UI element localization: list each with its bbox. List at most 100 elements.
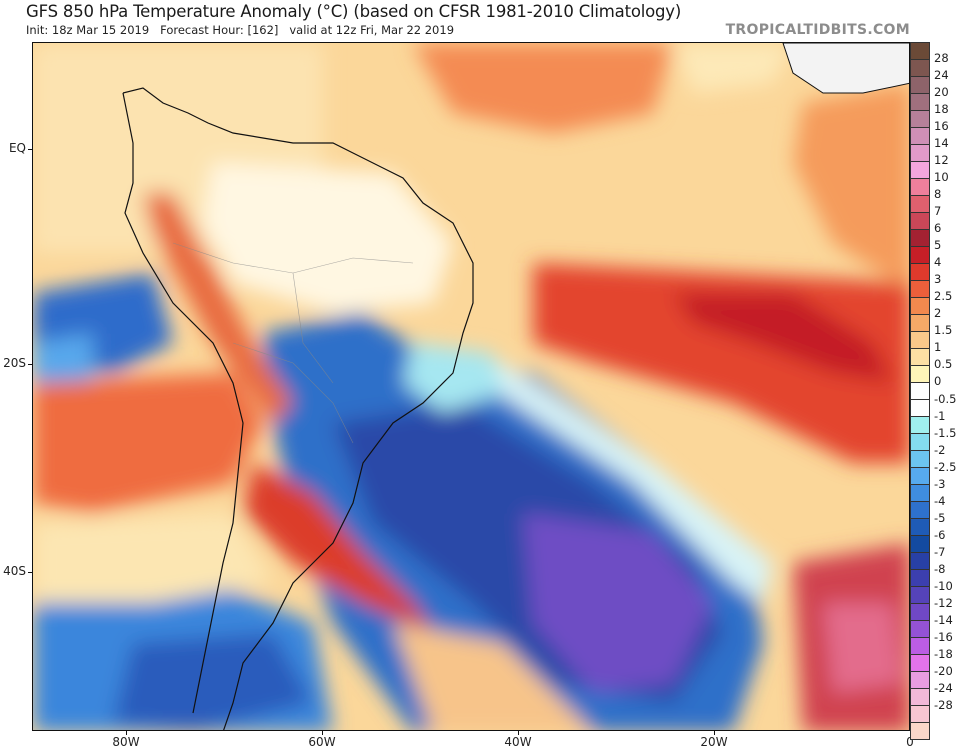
colorbar-label: -28 [934,697,953,712]
colorbar-label: -2 [934,442,946,457]
colorbar-label: 7 [934,204,942,219]
colorbar-segment [911,349,929,366]
colorbar-segment [911,502,929,519]
colorbar-label: -1 [934,408,946,423]
colorbar-label: 12 [934,153,949,168]
colorbar-label: -3 [934,476,946,491]
colorbar-segment [911,451,929,468]
colorbar-label: 28 [934,51,949,66]
lon-label-60w: 60W [308,735,336,749]
colorbar-label: 1.5 [934,323,953,338]
colorbar-label: -24 [934,680,953,695]
colorbar-segment [911,281,929,298]
colorbar-segment [911,706,929,723]
colorbar-segment [911,400,929,417]
colorbar-segment [911,179,929,196]
colorbar-segment [911,672,929,689]
colorbar-label: 24 [934,68,949,83]
colorbar-segment [911,162,929,179]
colorbar-segment [911,536,929,553]
colorbar-label: -10 [934,578,953,593]
lon-label-80w: 80W [112,735,140,749]
lon-tick [714,731,715,735]
colorbar-label: 6 [934,221,942,236]
colorbar-segment [911,417,929,434]
colorbar-label: -4 [934,493,946,508]
lon-label-20w: 20W [700,735,728,749]
colorbar-label: 2.5 [934,289,953,304]
colorbar-segment [911,315,929,332]
lon-label-40w: 40W [504,735,532,749]
colorbar-segment [911,468,929,485]
colorbar-segment [911,196,929,213]
anomaly-map [32,42,910,731]
colorbar-segment [911,94,929,111]
colorbar-segment [911,519,929,536]
lon-tick [322,731,323,735]
colorbar-label: -5 [934,510,946,525]
colorbar-label: 18 [934,102,949,117]
colorbar-label: -7 [934,544,946,559]
colorbar-label: 20 [934,85,949,100]
colorbar-segment [911,434,929,451]
brand-watermark: TROPICALTIDBITS.COM [725,22,910,38]
colorbar-segment [911,570,929,587]
colorbar-segment [911,264,929,281]
colorbar-label: 0 [934,374,942,389]
lat-tick [28,572,32,573]
colorbar-segment [911,77,929,94]
colorbar-label: 0.5 [934,357,953,372]
map-canvas [33,43,909,730]
colorbar-segment [911,43,929,60]
chart-title: GFS 850 hPa Temperature Anomaly (°C) (ba… [26,2,682,21]
lat-tick [28,149,32,150]
colorbar-label: -16 [934,629,953,644]
lat-tick [28,364,32,365]
colorbar-label: -14 [934,612,953,627]
colorbar-segment [911,332,929,349]
colorbar-segment [911,247,929,264]
colorbar-segment [911,621,929,638]
colorbar-label: 1 [934,340,942,355]
lon-label-0: 0 [906,735,914,749]
colorbar-segment [911,230,929,247]
colorbar-segment [911,213,929,230]
colorbar-segment [911,298,929,315]
colorbar-label: 3 [934,272,942,287]
colorbar-segment [911,587,929,604]
colorbar-label: 16 [934,119,949,134]
lat-label-40s: 40S [3,564,26,578]
colorbar-label: -1.5 [934,425,957,440]
colorbar-label: 14 [934,136,949,151]
lon-tick [518,731,519,735]
lat-label-20s: 20S [3,356,26,370]
colorbar-label: -18 [934,646,953,661]
colorbar-segment [911,723,929,739]
colorbar-segment [911,145,929,162]
coastlines [122,87,474,730]
colorbar-label: 8 [934,187,942,202]
colorbar-label: 2 [934,306,942,321]
colorbar-label: -2.5 [934,459,957,474]
colorbar [910,42,930,740]
colorbar-segment [911,383,929,400]
colorbar-label: 4 [934,255,942,270]
colorbar-segment [911,655,929,672]
colorbar-label: 5 [934,238,942,253]
colorbar-segment [911,638,929,655]
colorbar-segment [911,604,929,621]
colorbar-segment [911,366,929,383]
colorbar-segment [911,689,929,706]
lon-tick [126,731,127,735]
colorbar-label: 10 [934,170,949,185]
colorbar-label: -6 [934,527,946,542]
colorbar-segment [911,128,929,145]
colorbar-segment [911,485,929,502]
colorbar-label: -8 [934,561,946,576]
colorbar-label: -20 [934,663,953,678]
colorbar-segment [911,553,929,570]
chart-subtitle: Init: 18z Mar 15 2019 Forecast Hour: [16… [26,23,455,37]
colorbar-label: -12 [934,595,953,610]
colorbar-segment [911,60,929,77]
lat-label-eq: EQ [8,141,26,155]
